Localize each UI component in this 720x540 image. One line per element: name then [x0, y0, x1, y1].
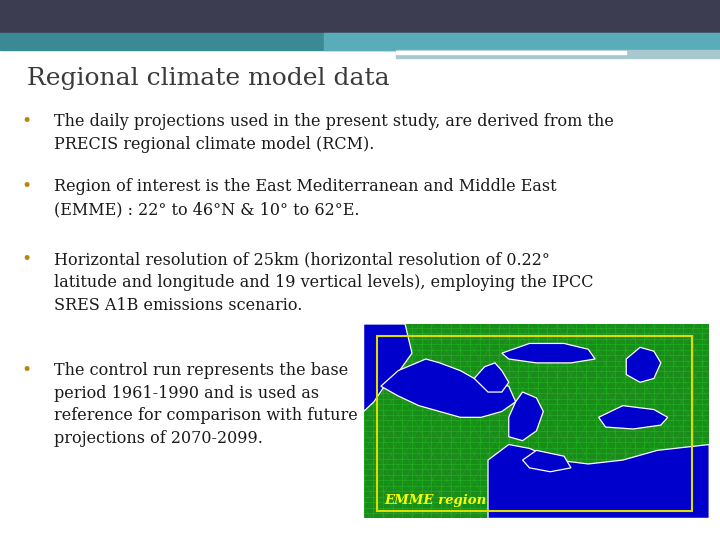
Polygon shape [598, 406, 667, 429]
Text: •: • [22, 362, 32, 379]
Polygon shape [509, 392, 544, 441]
Bar [396, 51, 626, 54]
Polygon shape [364, 324, 412, 411]
Bar [0, 0, 720, 33]
Bar [0, 33, 720, 50]
Text: Horizontal resolution of 25km (horizontal resolution of 0.22°
latitude and longi: Horizontal resolution of 25km (horizonta… [54, 251, 593, 314]
Polygon shape [626, 347, 661, 382]
Polygon shape [474, 363, 509, 392]
Text: EMME region: EMME region [384, 494, 487, 507]
Polygon shape [381, 359, 516, 417]
Text: Region of interest is the East Mediterranean and Middle East
(EMME) : 22° to 46°: Region of interest is the East Mediterra… [54, 178, 557, 218]
Text: The control run represents the base
period 1961-1990 and is used as
reference fo: The control run represents the base peri… [54, 362, 358, 447]
Text: •: • [22, 178, 32, 195]
Text: •: • [22, 113, 32, 130]
Polygon shape [502, 343, 595, 363]
Bar [396, 50, 720, 58]
Bar [324, 33, 720, 50]
Text: Regional climate model data: Regional climate model data [27, 68, 390, 91]
Polygon shape [523, 450, 571, 472]
Text: The daily projections used in the present study, are derived from the
PRECIS reg: The daily projections used in the presen… [54, 113, 614, 153]
Text: •: • [22, 251, 32, 268]
Polygon shape [488, 444, 709, 518]
